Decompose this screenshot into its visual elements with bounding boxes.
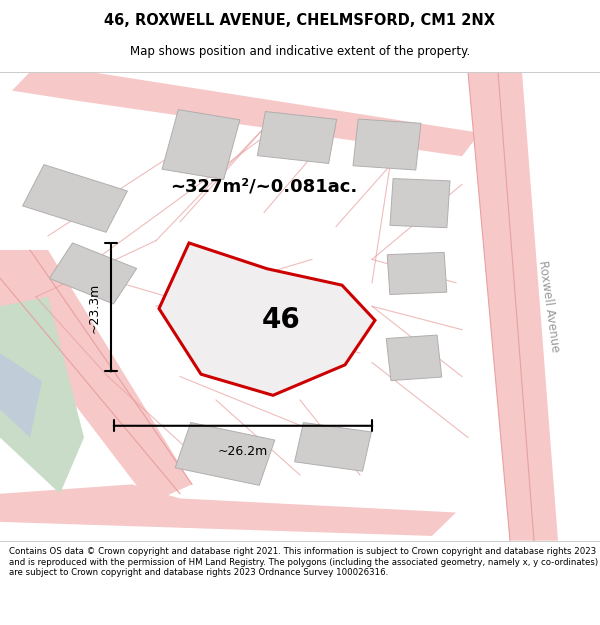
Polygon shape	[159, 243, 375, 396]
Polygon shape	[353, 119, 421, 170]
Text: Map shows position and indicative extent of the property.: Map shows position and indicative extent…	[130, 45, 470, 58]
Polygon shape	[162, 109, 240, 179]
Polygon shape	[0, 484, 456, 536]
Polygon shape	[386, 335, 442, 381]
Polygon shape	[387, 253, 447, 294]
Polygon shape	[257, 111, 337, 164]
Text: Roxwell Avenue: Roxwell Avenue	[536, 259, 562, 353]
Text: ~23.3m: ~23.3m	[88, 282, 101, 332]
Text: 46, ROXWELL AVENUE, CHELMSFORD, CM1 2NX: 46, ROXWELL AVENUE, CHELMSFORD, CM1 2NX	[104, 12, 496, 28]
Polygon shape	[390, 179, 450, 227]
Polygon shape	[23, 164, 127, 232]
Polygon shape	[0, 250, 192, 503]
Text: 46: 46	[262, 306, 300, 334]
Polygon shape	[49, 243, 137, 304]
Text: ~327m²/~0.081ac.: ~327m²/~0.081ac.	[170, 177, 358, 196]
Polygon shape	[0, 353, 42, 437]
Polygon shape	[0, 297, 84, 494]
Text: ~26.2m: ~26.2m	[218, 445, 268, 458]
Polygon shape	[295, 422, 371, 471]
Polygon shape	[468, 72, 558, 541]
Text: Contains OS data © Crown copyright and database right 2021. This information is : Contains OS data © Crown copyright and d…	[9, 548, 598, 577]
Polygon shape	[175, 422, 275, 486]
Polygon shape	[12, 72, 480, 156]
